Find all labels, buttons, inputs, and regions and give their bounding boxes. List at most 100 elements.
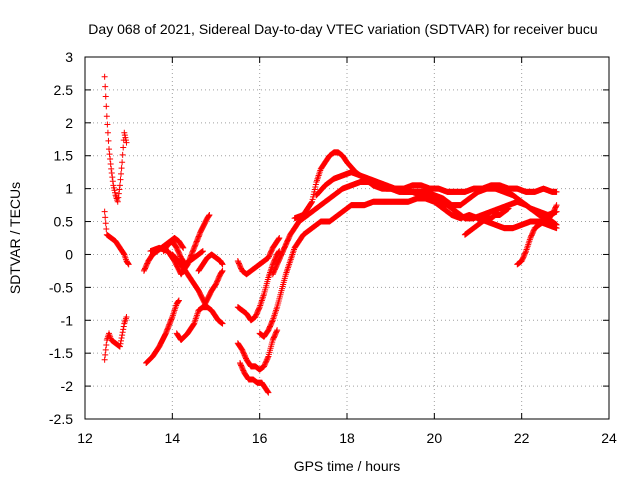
y-tick-label: 1.5 [54, 148, 74, 164]
data-point [116, 182, 123, 189]
data-point [163, 329, 170, 336]
data-point [107, 156, 114, 163]
data-point [553, 188, 560, 195]
data-point [104, 121, 111, 128]
y-tick-label: -2 [61, 378, 74, 394]
y-tick-label: 0.5 [54, 214, 74, 230]
data-point [109, 178, 116, 185]
data-point [276, 235, 283, 241]
data-point [123, 139, 130, 146]
data-point [120, 323, 127, 330]
series-arc-14 [237, 360, 272, 396]
data-point [553, 203, 560, 210]
y-tick-label: -1.5 [49, 345, 73, 361]
data-point [103, 113, 110, 120]
data-point [265, 389, 272, 396]
x-axis-label: GPS time / hours [294, 458, 401, 474]
y-tick-label: 1 [65, 181, 73, 197]
data-point [505, 205, 512, 212]
series-arc-3 [101, 313, 130, 363]
data-point [103, 103, 110, 110]
data-point [175, 298, 182, 305]
data-point [162, 330, 169, 337]
series-arc-8 [169, 251, 226, 307]
data-point [166, 320, 173, 327]
data-point [219, 268, 226, 275]
data-point [123, 313, 130, 320]
data-point [119, 332, 126, 339]
data-point [219, 261, 226, 268]
series-arc-11 [234, 235, 283, 278]
data-point [101, 356, 108, 363]
data-point [106, 151, 113, 158]
data-point [114, 198, 121, 205]
data-point [119, 159, 126, 166]
data-point [190, 247, 197, 254]
data-point [115, 190, 122, 197]
data-point [553, 221, 560, 228]
data-point [264, 388, 271, 395]
data-point [118, 334, 125, 341]
data-point [105, 137, 112, 144]
series-arc-10 [195, 251, 226, 274]
data-point [196, 230, 203, 237]
x-tick-label: 16 [252, 430, 268, 446]
data-point [167, 317, 174, 324]
chart-title: Day 068 of 2021, Sidereal Day-to-day VTE… [88, 21, 597, 37]
y-axis-label: SDTVAR / TECUs [7, 182, 23, 294]
series-arc-5 [143, 297, 182, 367]
y-tick-label: -0.5 [49, 279, 73, 295]
data-point [195, 233, 202, 240]
data-point [275, 235, 282, 242]
data-point [119, 329, 126, 336]
y-tick-label: -1 [61, 312, 74, 328]
data-point [189, 248, 196, 255]
data-point [308, 199, 315, 206]
data-point [118, 337, 125, 344]
data-point [102, 214, 109, 221]
data-point [193, 239, 200, 246]
data-point [104, 129, 111, 136]
y-tick-label: 2 [65, 115, 73, 131]
x-tick-label: 24 [601, 430, 617, 446]
series-arc-20 [514, 202, 560, 268]
data-point [188, 251, 195, 258]
data-point [179, 244, 186, 251]
y-tick-label: 3 [65, 49, 73, 65]
data-point [192, 242, 199, 249]
data-point [107, 160, 114, 167]
data-point [119, 151, 126, 158]
data-point [109, 174, 116, 181]
data-point [522, 249, 529, 256]
data-point [205, 212, 212, 219]
x-tick-label: 20 [427, 430, 443, 446]
data-point [274, 327, 281, 334]
data-point [106, 146, 113, 153]
data-point [165, 324, 172, 331]
data-point [206, 211, 213, 218]
data-point [273, 328, 280, 335]
data-point [164, 325, 171, 332]
data-point [194, 236, 201, 243]
data-point [191, 244, 198, 251]
data-point [219, 320, 226, 327]
data-point [125, 260, 132, 267]
data-point [102, 351, 109, 358]
y-tick-label: -2.5 [49, 411, 73, 427]
data-point [168, 315, 175, 322]
data-point [192, 241, 199, 248]
data-point [103, 341, 110, 348]
data-point [269, 318, 276, 325]
data-point [196, 232, 203, 239]
x-tick-label: 18 [339, 430, 355, 446]
series-arc-9 [173, 304, 226, 344]
data-point [108, 165, 115, 172]
series-arc-7 [160, 238, 206, 268]
data-point [102, 83, 109, 90]
data-point [117, 176, 124, 183]
series-arc-18 [313, 169, 560, 199]
data-point [108, 170, 115, 177]
data-point [264, 354, 271, 361]
data-point [190, 246, 197, 253]
